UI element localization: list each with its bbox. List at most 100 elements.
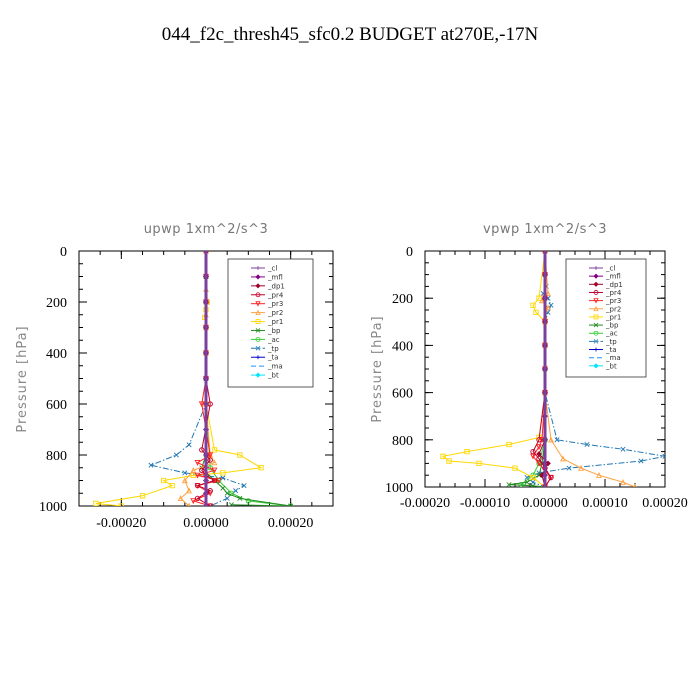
y-tick-label: 200 — [46, 296, 67, 311]
legend-label: _pr2 — [267, 309, 283, 317]
legend-entry: _pr3 — [589, 297, 621, 305]
data-point — [203, 427, 209, 432]
legend-entry: _tp — [251, 345, 279, 353]
x-tick-label: 0.00010 — [582, 496, 628, 511]
data-point — [173, 452, 179, 458]
data-point — [194, 460, 201, 466]
data-point — [539, 297, 545, 304]
legend-marker — [593, 314, 599, 320]
data-point — [228, 502, 234, 506]
data-point — [638, 458, 644, 464]
data-point — [542, 390, 548, 395]
legend-label: _dp1 — [605, 281, 623, 289]
y-tick-label: 600 — [46, 398, 67, 413]
legend-label: _cl — [267, 265, 277, 273]
x-tick-label: 0.00020 — [268, 516, 314, 531]
legend-marker — [255, 372, 261, 378]
legend-entry: _pr2 — [251, 309, 283, 317]
y-axis-label: Pressure [hPa] — [370, 315, 385, 422]
data-point — [542, 461, 548, 466]
legend-marker — [593, 281, 599, 287]
data-point — [596, 471, 602, 478]
data-point — [224, 495, 230, 501]
x-tick-label: -0.00020 — [400, 496, 450, 511]
legend-label: _bp — [605, 322, 619, 330]
x-tick-label: -0.00020 — [96, 516, 146, 531]
data-point — [542, 272, 548, 277]
legend-entry: _ac — [589, 330, 618, 338]
data-point — [237, 495, 243, 501]
figure-title: 044_f2c_thresh45_sfc0.2 BUDGET at270E,-1… — [162, 24, 539, 45]
legend-entry: _tp — [589, 338, 617, 346]
data-point — [194, 482, 201, 489]
y-tick-label: 1000 — [39, 500, 67, 515]
data-point — [542, 343, 548, 348]
data-point — [258, 465, 264, 471]
data-point — [548, 474, 554, 481]
y-tick-label: 1000 — [385, 481, 413, 496]
legend-marker — [255, 274, 261, 280]
legend-entry: _ta — [589, 346, 617, 354]
data-point — [203, 299, 209, 305]
y-axis-label: Pressure [hPa] — [15, 325, 30, 432]
data-point — [93, 500, 99, 506]
data-point — [215, 477, 222, 484]
legend-entry: _ac — [251, 336, 280, 344]
legend-label: _bt — [267, 372, 279, 380]
data-point — [203, 325, 209, 330]
x-tick-label: 0.00020 — [642, 496, 688, 511]
y-tick-label: 400 — [392, 339, 413, 354]
legend-label: _ma — [605, 354, 621, 362]
legend-label: _cl — [605, 265, 615, 273]
x-tick-label: 0.00000 — [183, 516, 229, 531]
data-point — [177, 495, 184, 501]
data-point — [542, 414, 548, 419]
data-point — [181, 477, 188, 484]
legend-label: _ac — [605, 330, 618, 338]
data-point — [190, 472, 196, 479]
data-point — [161, 477, 167, 484]
data-point — [207, 401, 213, 407]
x-tick-label: 0.00000 — [522, 496, 568, 511]
series-line — [441, 251, 546, 487]
data-point — [198, 401, 205, 408]
legend-marker — [593, 290, 599, 295]
series-cl — [542, 251, 548, 487]
data-point — [199, 447, 205, 453]
legend-entry: _pr4 — [589, 289, 622, 297]
series-cl — [203, 251, 209, 506]
data-point — [620, 446, 626, 452]
data-point — [182, 470, 188, 476]
data-point — [186, 442, 192, 448]
legend-marker — [594, 347, 598, 352]
legend-marker — [255, 292, 261, 298]
data-point — [203, 401, 209, 407]
legend-label: _bt — [605, 362, 617, 370]
data-point — [199, 467, 205, 473]
data-point — [169, 482, 175, 489]
legend-marker — [255, 336, 261, 342]
legend-entry: _bt — [251, 372, 279, 380]
legend-entry: _ma — [589, 354, 621, 362]
data-point — [536, 472, 542, 478]
legend-entry: _pr1 — [251, 318, 283, 326]
vpwp-panel: vpwp 1xm^2/s^3 Pressure [hPa] 0 200 400 600 80… — [370, 222, 688, 511]
legend-label: _tp — [605, 338, 617, 346]
legend-marker — [593, 363, 599, 369]
legend-label: _bp — [267, 327, 281, 335]
data-point — [476, 460, 482, 467]
data-point — [545, 290, 551, 297]
legend-label: _mfl — [267, 273, 283, 281]
data-point — [533, 309, 539, 316]
legend-entry: _cl — [251, 265, 277, 273]
legend: _cl_mfl_dp1_pr4_pr3_pr2_pr1_bp_ac_tp_ta_… — [565, 258, 647, 378]
data-point — [207, 488, 213, 494]
data-point — [186, 487, 192, 494]
legend-label: _tp — [267, 345, 279, 353]
data-point — [548, 302, 554, 308]
data-point — [584, 442, 590, 448]
legend-marker — [593, 298, 599, 304]
legend-label: _mfl — [605, 273, 621, 281]
data-point — [440, 453, 446, 459]
